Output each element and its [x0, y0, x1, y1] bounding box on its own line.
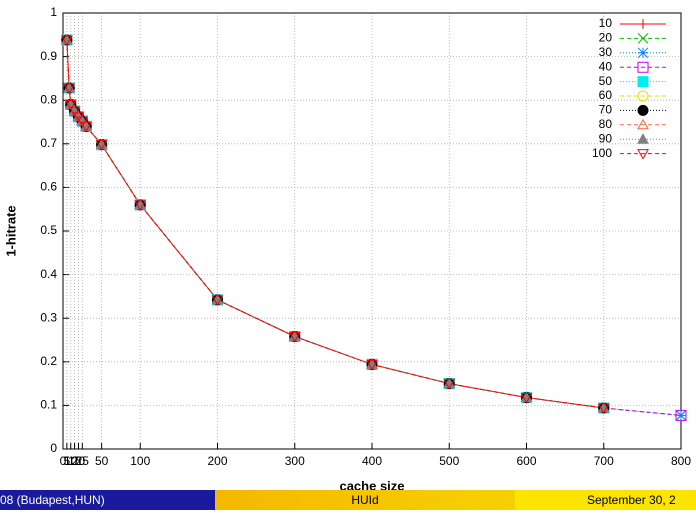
legend-marker [637, 47, 649, 59]
legend-label: 80 [599, 117, 613, 131]
series-line [66, 40, 604, 409]
plot-frame [62, 12, 682, 450]
legend-marker [637, 133, 649, 144]
legend-marker [637, 90, 649, 102]
y-tick-label: 0.5 [40, 223, 57, 237]
x-tick-label: 10 [64, 454, 78, 468]
point-marker [95, 140, 108, 151]
legend-label: 20 [599, 31, 613, 45]
legend-label: 100 [592, 146, 612, 160]
point-marker [443, 379, 456, 390]
legend-marker [637, 118, 649, 130]
series-line [66, 40, 604, 409]
legend-label: 50 [599, 74, 613, 88]
x-tick-label: 20 [72, 454, 86, 468]
legend-label: 40 [599, 59, 613, 73]
legend-marker [637, 76, 649, 88]
x-tick-label: 800 [671, 454, 691, 468]
legend-marker [637, 104, 649, 116]
x-tick-label: 400 [362, 454, 382, 468]
x-tick-label: 0 [60, 454, 67, 468]
footer-right: September 30, 2 [587, 493, 676, 507]
legend-label: 60 [599, 88, 613, 102]
legend-marker [637, 33, 649, 44]
x-tick-label: 600 [516, 454, 536, 468]
footer-right-band [515, 490, 696, 510]
y-tick-label: 0.2 [40, 354, 57, 368]
point-marker [366, 359, 378, 371]
legend-marker [638, 19, 648, 29]
y-tick-label: 0.7 [40, 136, 57, 150]
point-marker [288, 332, 301, 343]
x-tick-label: 300 [285, 454, 305, 468]
legend-label: 90 [599, 131, 613, 145]
y-tick-label: 0.4 [40, 267, 57, 281]
series-line [66, 40, 604, 409]
point-marker [68, 106, 81, 118]
legend-label: 10 [599, 16, 613, 30]
point-marker [63, 83, 76, 95]
x-tick-label: 500 [439, 454, 459, 468]
legend-marker [637, 61, 649, 73]
point-marker [64, 100, 77, 111]
legend-label: 70 [599, 103, 613, 117]
x-tick-label: 5 [64, 454, 71, 468]
point-marker [61, 35, 73, 47]
y-tick-label: 0.9 [40, 49, 57, 63]
footer-center-band [215, 490, 515, 510]
x-tick-label: 25 [76, 454, 90, 468]
point-marker [520, 393, 533, 404]
point-marker [80, 121, 93, 133]
footer-center: HUId [351, 493, 378, 507]
y-axis-label: 1-hitrate [3, 205, 18, 256]
series-line [66, 40, 604, 409]
point-marker [675, 410, 687, 421]
y-tick-label: 0.8 [40, 92, 57, 106]
point-marker [211, 295, 224, 306]
x-tick-label: 100 [130, 454, 150, 468]
y-tick-label: 0.1 [40, 398, 57, 412]
y-tick-label: 0.3 [40, 310, 57, 324]
x-tick-label: 15 [68, 454, 82, 468]
legend-label: 30 [599, 45, 613, 59]
footer: 08 (Budapest,HUN) HUId September 30, 2 [0, 490, 696, 510]
point-marker [76, 116, 89, 128]
legend-marker [637, 149, 649, 160]
y-tick-label: 0.6 [40, 180, 57, 194]
series-line [66, 40, 604, 409]
x-axis-label: cache size [339, 478, 404, 493]
point-marker [675, 409, 687, 421]
x-tick-label: 50 [95, 454, 109, 468]
series-line [66, 40, 604, 409]
point-marker [134, 200, 147, 211]
x-tick-label: 200 [207, 454, 227, 468]
footer-left-band [0, 490, 215, 510]
series-line [66, 40, 604, 409]
y-tick-label: 1 [50, 5, 57, 19]
y-tick-label: 0 [50, 441, 57, 455]
point-marker [597, 403, 610, 415]
x-tick-label: 700 [594, 454, 614, 468]
footer-left: 08 (Budapest,HUN) [0, 493, 105, 507]
